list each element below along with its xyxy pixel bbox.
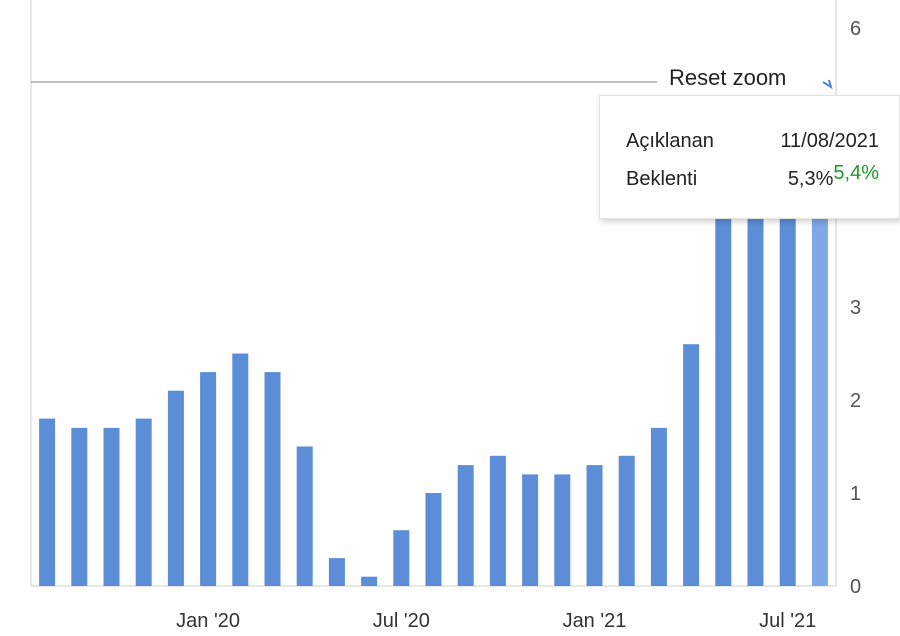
tooltip-expected-value: 5,3%	[787, 168, 834, 190]
bar-2020-09[interactable]	[457, 465, 474, 586]
bar-2020-10[interactable]	[489, 455, 506, 586]
bar-2019-11[interactable]	[135, 418, 152, 586]
tooltip-actual-value: 5,4%	[833, 162, 879, 184]
tooltip-values: 5,3%5,4%	[787, 162, 879, 191]
y-tick-label: 3	[850, 297, 861, 319]
tooltip-released-label: Açıklanan	[626, 130, 714, 152]
bar-2020-08[interactable]	[425, 493, 442, 586]
bar-2019-12[interactable]	[167, 390, 184, 586]
x-axis: Jan '20 Jul '20 Jan '21 Jul '21	[176, 610, 816, 632]
reset-zoom-chevron-icon	[822, 79, 833, 90]
tooltip-row-released: Açıklanan 11/08/2021	[626, 130, 879, 156]
bar-2020-11[interactable]	[522, 474, 539, 586]
bar-2021-06[interactable]	[747, 121, 764, 586]
bar-2021-01[interactable]	[586, 465, 603, 586]
bar-2020-04[interactable]	[296, 446, 313, 587]
x-tick-label: Jul '21	[759, 610, 816, 632]
x-tick-label: Jan '21	[563, 610, 627, 632]
y-tick-label: 1	[850, 483, 861, 505]
data-tooltip: Açıklanan 11/08/2021 Beklenti 5,3%5,4%	[599, 95, 900, 219]
y-tick-label: 0	[850, 576, 861, 598]
x-tick-label: Jan '20	[176, 610, 240, 632]
bar-2019-08[interactable]	[39, 418, 56, 586]
tooltip-expected-label: Beklenti	[626, 168, 698, 190]
bar-2021-03[interactable]	[650, 427, 667, 586]
bar-2019-10[interactable]	[103, 427, 120, 586]
bar-2019-09[interactable]	[71, 427, 88, 586]
y-axis: 0 1 2 3 6	[850, 18, 861, 598]
bar-2021-02[interactable]	[618, 455, 635, 586]
bar-2020-01[interactable]	[200, 372, 217, 586]
bar-2020-03[interactable]	[264, 372, 281, 586]
bar-2020-07[interactable]	[393, 530, 410, 586]
y-tick-label: 6	[850, 18, 861, 40]
bar-2021-04[interactable]	[683, 344, 700, 586]
bar-2021-07[interactable]	[779, 121, 796, 586]
y-tick-label: 2	[850, 390, 861, 412]
tooltip-row-expected: Beklenti 5,3%5,4%	[626, 162, 879, 194]
reset-zoom-button[interactable]: Reset zoom	[657, 58, 817, 98]
bar-2020-06[interactable]	[361, 576, 378, 586]
x-tick-label: Jul '20	[373, 610, 430, 632]
bar-2020-05[interactable]	[328, 558, 345, 586]
bar-2021-05[interactable]	[715, 121, 732, 586]
bar-2020-12[interactable]	[554, 474, 571, 586]
bar-series	[39, 121, 828, 586]
tooltip-released-value: 11/08/2021	[780, 130, 879, 152]
bar-2020-02[interactable]	[232, 353, 249, 587]
bar-2021-08[interactable]	[811, 121, 828, 586]
